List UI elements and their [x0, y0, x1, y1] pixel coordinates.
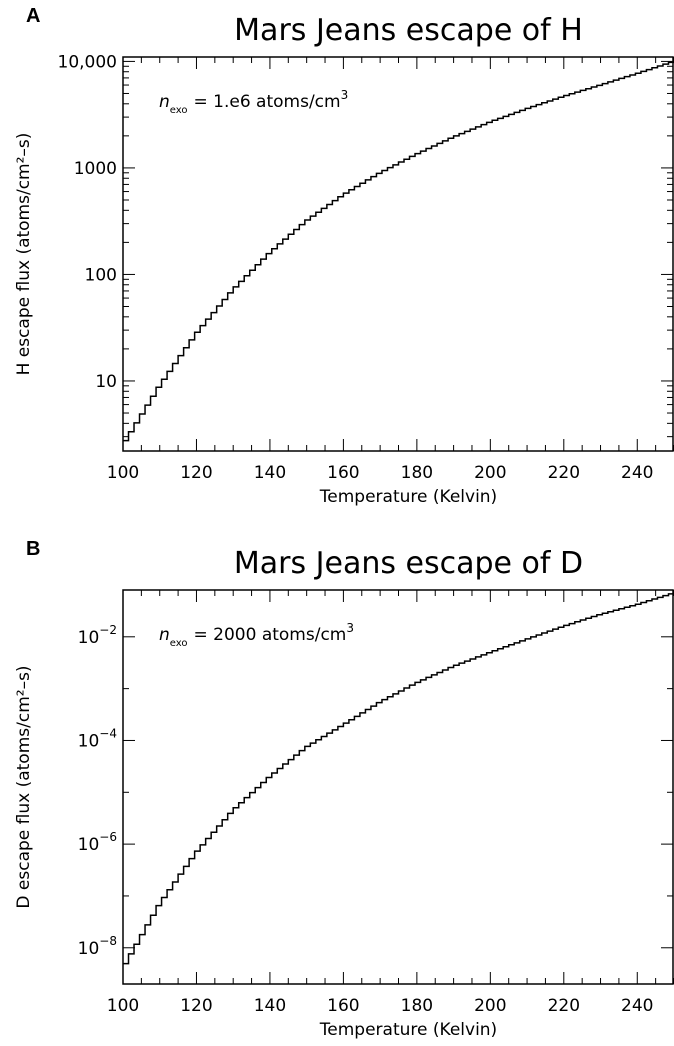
- annotation-superscript: 3: [346, 621, 354, 635]
- x-tick-label: 100: [107, 996, 139, 1016]
- y-tick-label: 10−8: [78, 934, 117, 959]
- y-axis-label: H escape flux (atoms/cm²–s): [14, 133, 34, 376]
- x-axis-label: Temperature (Kelvin): [319, 487, 497, 507]
- y-tick-base: 10: [78, 835, 100, 855]
- x-axis-label: Temperature (Kelvin): [319, 1020, 497, 1040]
- x-tick-label: 200: [474, 996, 506, 1016]
- x-tick-label: 140: [254, 463, 286, 483]
- panel-label: B: [26, 538, 40, 560]
- x-tick-label: 100: [107, 463, 139, 483]
- y-tick-label: 10−2: [78, 623, 117, 648]
- chart-title: Mars Jeans escape of D: [234, 546, 583, 581]
- y-tick-exponent: −6: [99, 830, 117, 844]
- chart-panel-b: B Mars Jeans escape of D 100 120 140 160 180 20…: [14, 538, 674, 1040]
- annotation-subscript: exo: [170, 638, 188, 649]
- y-tick-text: 100: [85, 265, 117, 285]
- x-tick-label: 140: [254, 996, 286, 1016]
- annotation-var: n: [159, 92, 170, 112]
- y-tick-text: 10: [95, 372, 117, 392]
- annotation-superscript: 3: [341, 88, 349, 102]
- x-tick-label: 180: [401, 996, 433, 1016]
- y-axis-label: D escape flux (atoms/cm²–s): [14, 665, 34, 908]
- annotation-text: = 2000 atoms/cm: [194, 625, 347, 645]
- y-tick-label: 1000: [74, 159, 117, 179]
- x-tick-label: 220: [548, 463, 580, 483]
- chart-panel-a: A Mars Jeans escape of H 100 120 140 160 180 20…: [14, 5, 674, 507]
- y-tick-text: 1000: [74, 159, 117, 179]
- x-tick-label: 180: [401, 463, 433, 483]
- x-tick-label: 220: [548, 996, 580, 1016]
- annotation-text: = 1.e6 atoms/cm: [194, 92, 341, 112]
- x-tick-label: 240: [621, 463, 653, 483]
- x-tick-label: 160: [327, 463, 359, 483]
- panel-label: A: [26, 5, 40, 27]
- density-annotation: nexo = 2000 atoms/cm3: [159, 621, 354, 649]
- y-tick-base: 10: [78, 628, 100, 648]
- escape-flux-step-line: [123, 61, 674, 442]
- y-tick-exponent: −4: [99, 726, 117, 740]
- x-tick-label: 120: [180, 463, 212, 483]
- x-tick-label: 120: [180, 996, 212, 1016]
- y-tick-exponent: −8: [99, 934, 117, 948]
- data-point: [159, 903, 161, 905]
- x-tick-label: 160: [327, 996, 359, 1016]
- y-tick-base: 10: [78, 939, 100, 959]
- y-tick-text: 10,000: [58, 52, 117, 72]
- chart-title: Mars Jeans escape of H: [234, 13, 583, 48]
- y-tick-exponent: −2: [99, 623, 117, 637]
- density-annotation: nexo = 1.e6 atoms/cm3: [159, 88, 348, 116]
- annotation-subscript: exo: [170, 105, 188, 116]
- data-point: [159, 385, 161, 387]
- y-tick-base: 10: [78, 731, 100, 751]
- x-tick-label: 200: [474, 463, 506, 483]
- annotation-var: n: [159, 625, 170, 645]
- plot-frame: [122, 589, 674, 985]
- x-tick-label: 240: [621, 996, 653, 1016]
- y-tick-label: 10: [95, 372, 117, 392]
- plot-frame: [122, 56, 674, 452]
- y-tick-label: 10−6: [78, 830, 117, 855]
- escape-flux-step-line: [123, 593, 674, 965]
- y-tick-label: 10,000: [58, 52, 117, 72]
- y-tick-label: 10−4: [78, 726, 117, 751]
- y-tick-label: 100: [85, 265, 117, 285]
